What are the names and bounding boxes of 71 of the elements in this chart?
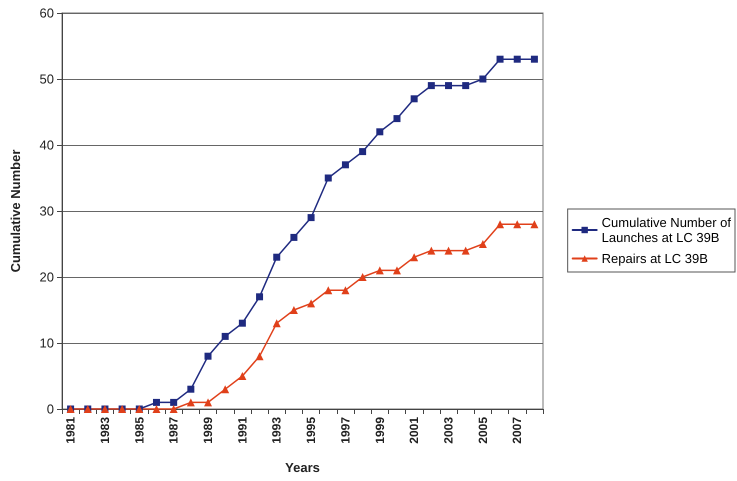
x-tick-label: 1993 xyxy=(270,416,284,444)
point xyxy=(462,246,470,255)
point xyxy=(170,398,178,406)
point xyxy=(238,320,246,327)
x-tick-label: 1997 xyxy=(338,416,352,444)
x-tick-label: 1985 xyxy=(132,416,146,444)
point xyxy=(256,352,264,360)
point xyxy=(479,76,486,82)
point xyxy=(187,386,194,393)
y-tick-label: 40 xyxy=(40,138,54,152)
point xyxy=(290,234,298,241)
point xyxy=(308,214,315,222)
point xyxy=(307,299,316,308)
point xyxy=(341,286,350,294)
point xyxy=(496,220,504,228)
point xyxy=(393,115,400,122)
legend-label: Cumulative Number of Launches at LC 39B xyxy=(602,215,732,245)
x-tick-label: 1991 xyxy=(235,416,250,444)
point xyxy=(410,95,418,102)
x-tick-label: 2001 xyxy=(407,416,422,444)
y-tick-label: 60 xyxy=(40,6,54,20)
point xyxy=(324,174,332,182)
point xyxy=(324,286,332,294)
point xyxy=(152,405,160,413)
y-tick-label: 20 xyxy=(40,270,54,284)
x-tick-label: 1995 xyxy=(304,416,318,444)
legend-label: Repairs at LC 39B xyxy=(602,251,708,266)
point xyxy=(514,56,521,63)
point xyxy=(445,82,452,90)
point xyxy=(272,319,281,328)
point xyxy=(410,253,418,262)
point xyxy=(186,398,195,406)
y-tick-label: 50 xyxy=(40,72,54,86)
point xyxy=(462,82,470,90)
point xyxy=(530,56,538,63)
point xyxy=(359,148,366,156)
point xyxy=(444,246,453,255)
y-axis-title: Cumulative Number xyxy=(8,150,23,272)
point xyxy=(273,254,280,261)
x-tick-label: 1983 xyxy=(98,416,112,444)
point xyxy=(530,220,538,228)
point xyxy=(204,398,212,406)
point xyxy=(152,398,160,406)
point xyxy=(376,128,384,136)
point xyxy=(342,161,349,168)
point xyxy=(358,273,367,281)
x-tick-label: 1999 xyxy=(372,416,387,444)
x-tick-label: 2003 xyxy=(442,416,456,444)
point xyxy=(290,306,298,314)
x-tick-label: 1989 xyxy=(201,416,216,444)
point xyxy=(222,332,229,340)
point xyxy=(376,266,384,274)
point xyxy=(256,293,264,300)
point xyxy=(238,372,246,380)
x-axis-title: Years xyxy=(285,460,320,475)
point xyxy=(170,405,178,413)
y-tick-label: 0 xyxy=(46,402,54,416)
point xyxy=(204,352,212,360)
point xyxy=(221,385,230,394)
x-tick-label: 1981 xyxy=(64,416,78,444)
point xyxy=(478,240,487,248)
point xyxy=(392,266,401,274)
point xyxy=(427,246,436,255)
y-tick-label: 10 xyxy=(40,336,54,350)
point xyxy=(513,220,522,228)
x-tick-label: 2005 xyxy=(476,416,490,444)
x-tick-label: 2007 xyxy=(510,416,524,444)
point xyxy=(496,56,504,63)
x-tick-label: 1987 xyxy=(166,416,181,444)
y-tick-label: 30 xyxy=(40,204,54,218)
point xyxy=(428,82,435,90)
